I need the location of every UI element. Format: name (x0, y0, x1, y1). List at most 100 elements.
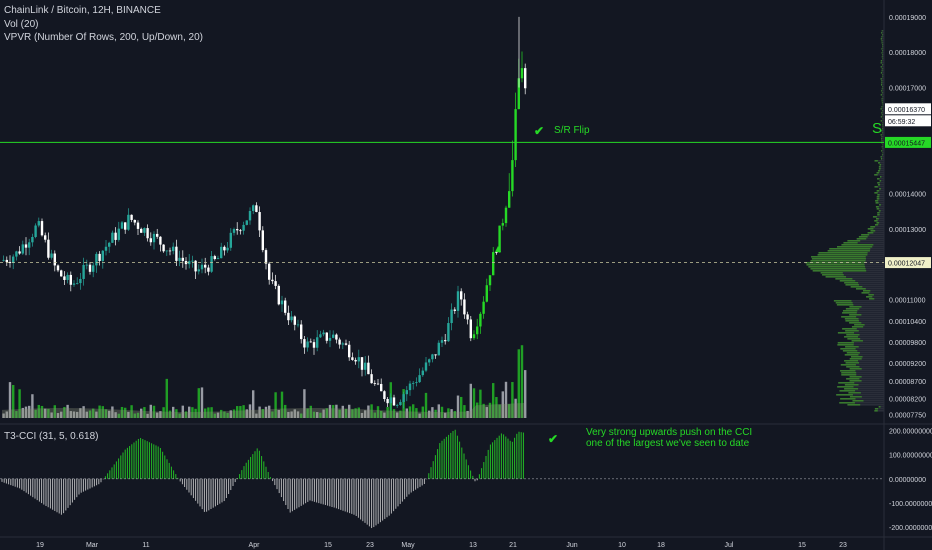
vpvr-row-up (882, 86, 883, 88)
vpvr-legend[interactable]: VPVR (Number Of Rows, 200, Up/Down, 20) (4, 32, 203, 43)
candle-body (111, 232, 114, 243)
volume-bar (261, 409, 264, 418)
check-icon: ✔ (548, 432, 559, 446)
volume-bar (200, 387, 204, 418)
candle-body (178, 257, 181, 261)
vpvr-row (881, 100, 884, 102)
candle-body (296, 324, 300, 326)
vpvr-row-up (882, 128, 883, 130)
vpvr-row-up (879, 188, 881, 190)
price-tick-label: 0.00018000 (889, 50, 926, 57)
candle-body (252, 205, 255, 211)
candle-body (312, 342, 316, 348)
candle-body (271, 279, 274, 282)
vpvr-row (844, 360, 884, 362)
vpvr-row (882, 64, 884, 66)
vpvr-row (875, 202, 884, 204)
time-tick-label: Apr (249, 542, 261, 549)
vpvr-row-up (881, 32, 883, 34)
vpvr-row-up (881, 88, 883, 90)
candle-body (376, 383, 380, 385)
vpvr-row-up (875, 206, 879, 208)
candle-body (456, 291, 460, 311)
volume-bar (101, 406, 104, 418)
vpvr-row-up (870, 226, 876, 228)
cci-note-line-2: one of the largest we've seen to date (586, 438, 750, 449)
candle-body (389, 397, 392, 404)
vpvr-row-up (837, 342, 854, 344)
vpvr-row-up (849, 368, 862, 370)
vpvr-row (881, 130, 884, 132)
candle-body (258, 212, 261, 231)
candle-body (60, 270, 63, 277)
vpvr-row-up (878, 166, 881, 168)
vpvr-row-up (855, 288, 866, 290)
vpvr-row-up (882, 122, 884, 124)
volume-legend[interactable]: Vol (20) (4, 19, 39, 30)
symbol-legend[interactable]: ChainLink / Bitcoin, 12H, BINANCE (4, 5, 161, 16)
time-tick-label: 15 (798, 542, 806, 549)
vpvr-row-up (844, 282, 859, 284)
candle-body (143, 228, 146, 233)
volume-bar (376, 406, 380, 418)
volume-bar (476, 402, 479, 418)
volume-bar (162, 407, 165, 418)
vpvr-row-up (868, 294, 874, 296)
volume-bar (40, 405, 44, 418)
vpvr-row (876, 196, 884, 198)
volume-bar (223, 411, 226, 418)
volume-bar (482, 403, 485, 418)
volume-bar (130, 405, 133, 418)
vpvr-row-up (878, 162, 881, 164)
volume-bar (466, 410, 469, 418)
vpvr-row (879, 188, 884, 190)
vpvr-row (880, 62, 884, 64)
vpvr-row (882, 128, 884, 130)
vpvr-row (881, 48, 884, 50)
vpvr-row-up (881, 90, 883, 92)
volume-bar (325, 408, 328, 418)
volume-bar (172, 406, 175, 418)
vpvr-row (846, 352, 884, 354)
vpvr-row (882, 122, 884, 124)
candle-body (399, 402, 402, 405)
volume-bar (69, 411, 72, 418)
candle-body (367, 362, 370, 375)
vpvr-row (850, 286, 884, 288)
volume-bar (18, 389, 21, 418)
volume-bar (418, 413, 421, 418)
candle-body (216, 258, 220, 260)
vpvr-row (878, 406, 884, 408)
candle-body (120, 222, 124, 229)
vpvr-row (842, 310, 884, 312)
candle-body (47, 239, 50, 258)
vpvr-row (880, 134, 884, 136)
vpvr-row (878, 168, 884, 170)
vpvr-row-up (882, 74, 883, 76)
vpvr-row-up (818, 252, 868, 254)
vpvr-row-up (874, 192, 878, 194)
cci-legend[interactable]: T3-CCI (31, 5, 0.618) (4, 431, 99, 442)
volume-bar (104, 409, 108, 418)
vpvr-row-up (881, 42, 883, 44)
candle-body (520, 68, 524, 79)
volume-bar (511, 382, 514, 418)
volume-bar (280, 391, 284, 418)
vpvr-row (851, 340, 884, 342)
volume-bar (258, 406, 261, 418)
vpvr-row (862, 290, 884, 292)
candle-body (380, 384, 383, 392)
price-axis[interactable]: 0.00019000 0.00018000 0.00017000 0.00014000… (885, 15, 932, 532)
volume-bar (95, 411, 98, 418)
candle-body (348, 344, 351, 358)
vpvr-row-up (833, 300, 852, 302)
vpvr-row-up (850, 286, 863, 288)
vpvr-row-up (881, 98, 883, 100)
vpvr-row (846, 334, 884, 336)
time-axis[interactable]: 19 Mar 11 Apr 15 23 May 13 21 Jun 10 18 Jul 15 23 (36, 542, 847, 549)
vpvr-row (881, 98, 884, 100)
price-tick-label: 0.00017000 (889, 86, 926, 93)
vpvr-row (881, 140, 884, 142)
poc-level-tag-bg (885, 257, 931, 269)
